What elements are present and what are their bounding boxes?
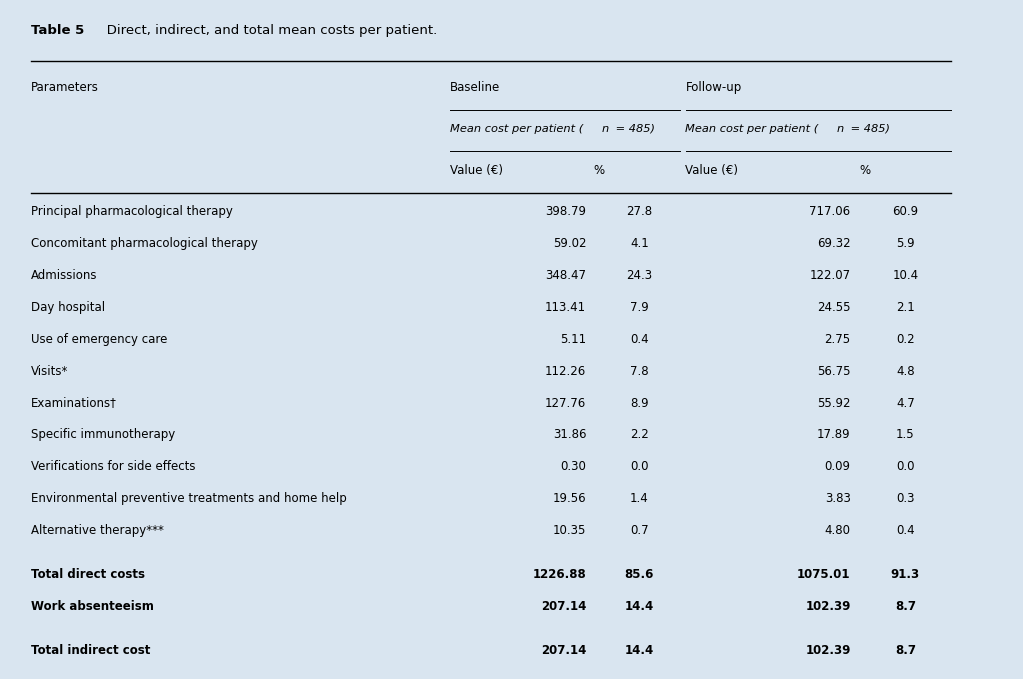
Text: Value (€): Value (€) bbox=[685, 164, 739, 177]
Text: Environmental preventive treatments and home help: Environmental preventive treatments and … bbox=[31, 492, 347, 505]
Text: 10.35: 10.35 bbox=[552, 524, 586, 537]
Text: Specific immunotherapy: Specific immunotherapy bbox=[31, 428, 175, 441]
Text: 5.9: 5.9 bbox=[896, 237, 915, 250]
Text: 14.4: 14.4 bbox=[625, 600, 654, 613]
Text: 2.1: 2.1 bbox=[896, 301, 915, 314]
Text: %: % bbox=[859, 164, 871, 177]
Text: Principal pharmacological therapy: Principal pharmacological therapy bbox=[31, 205, 232, 218]
Text: 0.0: 0.0 bbox=[896, 460, 915, 473]
Text: Concomitant pharmacological therapy: Concomitant pharmacological therapy bbox=[31, 237, 258, 250]
Text: 0.7: 0.7 bbox=[630, 524, 649, 537]
Text: 207.14: 207.14 bbox=[541, 600, 586, 613]
Text: 1.5: 1.5 bbox=[896, 428, 915, 441]
Text: Examinations†: Examinations† bbox=[31, 397, 117, 409]
Text: 7.8: 7.8 bbox=[630, 365, 649, 378]
Text: Direct, indirect, and total mean costs per patient.: Direct, indirect, and total mean costs p… bbox=[94, 24, 438, 37]
Text: Total direct costs: Total direct costs bbox=[31, 568, 144, 581]
Text: 102.39: 102.39 bbox=[805, 644, 851, 657]
Text: 1226.88: 1226.88 bbox=[532, 568, 586, 581]
Text: Parameters: Parameters bbox=[31, 81, 98, 94]
Text: Mean cost per patient (: Mean cost per patient ( bbox=[685, 124, 818, 134]
Text: 102.39: 102.39 bbox=[805, 600, 851, 613]
Text: Total indirect cost: Total indirect cost bbox=[31, 644, 150, 657]
Text: 0.0: 0.0 bbox=[630, 460, 649, 473]
Text: %: % bbox=[593, 164, 605, 177]
Text: 17.89: 17.89 bbox=[817, 428, 851, 441]
Text: 2.75: 2.75 bbox=[825, 333, 851, 346]
Text: 0.09: 0.09 bbox=[825, 460, 851, 473]
Text: 69.32: 69.32 bbox=[817, 237, 851, 250]
Text: = 485): = 485) bbox=[612, 124, 655, 134]
Text: 112.26: 112.26 bbox=[545, 365, 586, 378]
Text: 122.07: 122.07 bbox=[809, 269, 851, 282]
Text: 717.06: 717.06 bbox=[809, 205, 851, 218]
Text: 4.7: 4.7 bbox=[896, 397, 915, 409]
Text: 14.4: 14.4 bbox=[625, 644, 654, 657]
Text: 85.6: 85.6 bbox=[625, 568, 654, 581]
Text: 10.4: 10.4 bbox=[892, 269, 919, 282]
Text: 19.56: 19.56 bbox=[552, 492, 586, 505]
Text: 0.3: 0.3 bbox=[896, 492, 915, 505]
Text: 8.7: 8.7 bbox=[895, 644, 916, 657]
Text: Follow-up: Follow-up bbox=[685, 81, 742, 94]
Text: 91.3: 91.3 bbox=[891, 568, 920, 581]
Text: 348.47: 348.47 bbox=[545, 269, 586, 282]
Text: 59.02: 59.02 bbox=[552, 237, 586, 250]
Text: 4.80: 4.80 bbox=[825, 524, 851, 537]
Text: 8.7: 8.7 bbox=[895, 600, 916, 613]
Text: Visits*: Visits* bbox=[31, 365, 69, 378]
Text: 56.75: 56.75 bbox=[817, 365, 851, 378]
Text: Verifications for side effects: Verifications for side effects bbox=[31, 460, 195, 473]
Text: Alternative therapy***: Alternative therapy*** bbox=[31, 524, 164, 537]
Text: Value (€): Value (€) bbox=[450, 164, 503, 177]
Text: 127.76: 127.76 bbox=[545, 397, 586, 409]
Text: 0.2: 0.2 bbox=[896, 333, 915, 346]
Text: 27.8: 27.8 bbox=[626, 205, 653, 218]
Text: = 485): = 485) bbox=[847, 124, 890, 134]
Text: 0.4: 0.4 bbox=[630, 333, 649, 346]
Text: Use of emergency care: Use of emergency care bbox=[31, 333, 167, 346]
Text: 24.3: 24.3 bbox=[626, 269, 653, 282]
Text: n: n bbox=[602, 124, 609, 134]
Text: 4.1: 4.1 bbox=[630, 237, 649, 250]
Text: 60.9: 60.9 bbox=[892, 205, 919, 218]
Text: Day hospital: Day hospital bbox=[31, 301, 104, 314]
Text: 8.9: 8.9 bbox=[630, 397, 649, 409]
Text: 0.4: 0.4 bbox=[896, 524, 915, 537]
Text: 31.86: 31.86 bbox=[552, 428, 586, 441]
Text: 55.92: 55.92 bbox=[817, 397, 851, 409]
Text: Table 5: Table 5 bbox=[31, 24, 84, 37]
Text: 7.9: 7.9 bbox=[630, 301, 649, 314]
Text: 398.79: 398.79 bbox=[545, 205, 586, 218]
Text: Work absenteeism: Work absenteeism bbox=[31, 600, 153, 613]
Text: 2.2: 2.2 bbox=[630, 428, 649, 441]
Text: 0.30: 0.30 bbox=[561, 460, 586, 473]
Text: 5.11: 5.11 bbox=[560, 333, 586, 346]
Text: 4.8: 4.8 bbox=[896, 365, 915, 378]
Text: 3.83: 3.83 bbox=[825, 492, 851, 505]
Text: Mean cost per patient (: Mean cost per patient ( bbox=[450, 124, 583, 134]
Text: Baseline: Baseline bbox=[450, 81, 500, 94]
Text: n: n bbox=[837, 124, 844, 134]
Text: 24.55: 24.55 bbox=[817, 301, 851, 314]
Text: 1.4: 1.4 bbox=[630, 492, 649, 505]
Text: 113.41: 113.41 bbox=[545, 301, 586, 314]
Text: 1075.01: 1075.01 bbox=[797, 568, 851, 581]
Text: 207.14: 207.14 bbox=[541, 644, 586, 657]
Text: Admissions: Admissions bbox=[31, 269, 97, 282]
